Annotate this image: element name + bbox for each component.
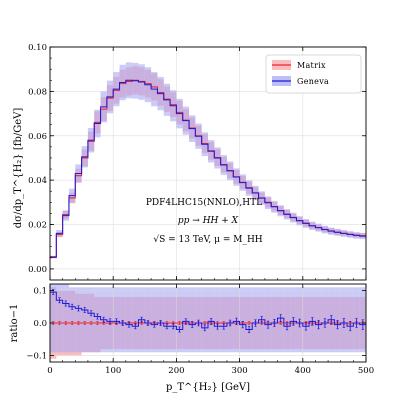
ratio-ytick-label: −0.1 (26, 352, 47, 362)
geneva-ratio-band-bin (195, 287, 202, 353)
ratio-ytick-label: 0.1 (33, 287, 47, 297)
ratio-ytick-label: 0.0 (33, 319, 47, 329)
geneva-ratio-band-bin (68, 287, 76, 353)
geneva-ratio-band-bin (239, 287, 246, 353)
geneva-ratio-band-bin (302, 287, 310, 353)
geneva-ratio-band-bin (214, 287, 221, 353)
main-ytick-label: 0.04 (28, 176, 47, 186)
geneva-ratio-band-bin (125, 287, 133, 353)
ratio-xtick-label: 200 (168, 366, 184, 376)
geneva-ratio-band-bin (163, 287, 171, 353)
ratio-xtick-label: 300 (231, 366, 247, 376)
geneva-ratio-band-bin (201, 287, 208, 353)
geneva-ratio-band-bin (119, 287, 126, 353)
ratio-ticks: 0 100 200 300 400 500 −0.1 0.0 0.1 (26, 284, 374, 376)
geneva-ratio-band-bin (56, 284, 63, 353)
geneva-ratio-band-bin (157, 287, 164, 353)
main-ticks: 0.00 0.02 0.04 0.06 0.08 0.10 (28, 43, 367, 280)
geneva-ratio-band-bin (283, 287, 291, 353)
geneva-ratio-band-bin (245, 287, 253, 353)
ratio-xtick-label: 400 (295, 366, 311, 376)
legend: Matrix Geneva (265, 54, 362, 94)
main-ytick-label: 0.08 (28, 87, 47, 97)
geneva-ratio-band-bin (151, 287, 158, 353)
ratio-ylabel: ratio−1 (9, 304, 20, 343)
ratio-xtick-label: 100 (105, 366, 121, 376)
geneva-ratio-band-bin (50, 284, 57, 353)
ratio-panel: 0 100 200 300 400 500 −0.1 0.0 0.1 ratio−1 p_T^{… (9, 283, 374, 393)
geneva-ratio-band-bin (132, 287, 139, 353)
geneva-ratio-band-bin (62, 284, 69, 353)
geneva-ratio-band-bin (94, 287, 101, 353)
main-panel: 0.00 0.02 0.04 0.06 0.08 0.10 dσ/dp_T^{H₂} [f… (13, 43, 367, 281)
ratio-xlabel: p_T^{H₂} [GeV] (166, 382, 250, 393)
main-ytick-label: 0.02 (28, 221, 47, 231)
main-frame (49, 46, 367, 281)
geneva-ratio-band-bin (347, 287, 354, 353)
geneva-line (50, 79, 366, 258)
annotation-pdf: PDF4LHC15(NNLO),HTL (146, 197, 262, 208)
annotation-energy: √S = 13 TeV, μ = M_HH (153, 234, 262, 245)
geneva-ratio-band-bin (144, 287, 152, 353)
geneva-ratio-band-bin (176, 287, 183, 353)
geneva-ratio-band-bin (226, 287, 234, 353)
geneva-ratio-band-bin (220, 287, 227, 353)
geneva-ratio-band-bin (81, 287, 88, 353)
geneva-ratio-band-bin (87, 287, 95, 353)
geneva-ratio-band-bin (315, 287, 322, 353)
ratio-lines (50, 289, 366, 334)
main-ylabel: dσ/dp_T^{H₂} [fb/GeV] (13, 108, 24, 229)
geneva-ratio-band-bin (170, 287, 177, 353)
legend-geneva-label: Geneva (297, 77, 329, 86)
main-ytick-label: 0.10 (28, 43, 47, 53)
main-ytick-label: 0.06 (28, 132, 47, 142)
geneva-ratio-band-bin (75, 287, 82, 353)
ratio-xtick-label: 500 (358, 366, 374, 376)
ratio-xtick-label: 0 (47, 366, 52, 376)
geneva-ratio-band-bin (189, 287, 196, 353)
geneva-ratio-band-bin (264, 287, 272, 353)
geneva-ratio-line (50, 291, 366, 330)
main-ytick-label: 0.00 (28, 265, 47, 275)
geneva-ratio-band-bin (334, 287, 341, 353)
annotation-process: pp → HH + X (178, 216, 239, 226)
legend-matrix-label: Matrix (297, 61, 326, 70)
main-lines (50, 79, 366, 258)
